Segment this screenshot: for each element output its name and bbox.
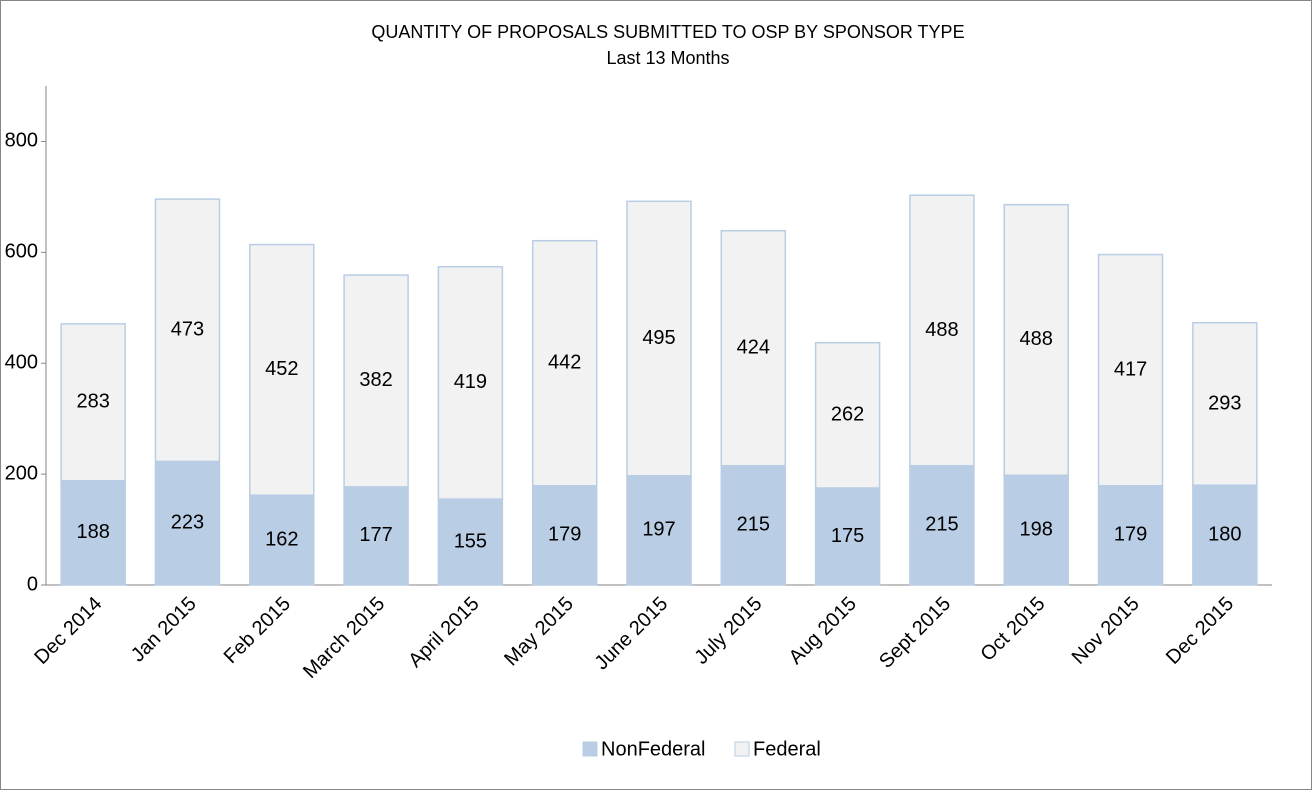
bar-segment bbox=[814, 341, 881, 489]
bar-segment bbox=[249, 494, 315, 586]
bar-segment bbox=[1192, 484, 1258, 586]
y-tick-label: 600 bbox=[5, 241, 38, 263]
bar-segment bbox=[1003, 474, 1069, 586]
bar-segment bbox=[343, 274, 409, 488]
bar-segment bbox=[720, 465, 787, 586]
bar-segment bbox=[814, 487, 881, 586]
legend-label: Federal bbox=[753, 738, 821, 760]
data-label: 175 bbox=[831, 525, 864, 547]
bar-segment bbox=[60, 323, 126, 482]
chart-title: QUANTITY OF PROPOSALS SUBMITTED TO OSP B… bbox=[371, 22, 964, 42]
bar-segment bbox=[249, 243, 315, 496]
data-label: 179 bbox=[548, 524, 581, 546]
legend-swatch bbox=[582, 741, 598, 757]
data-label: 215 bbox=[925, 514, 958, 536]
data-label: 188 bbox=[76, 521, 109, 543]
data-label: 419 bbox=[454, 371, 487, 393]
bar-segment bbox=[154, 460, 221, 586]
bar-segment bbox=[720, 229, 787, 467]
bar-segment bbox=[626, 200, 692, 477]
bar-segment bbox=[531, 239, 598, 487]
bar-segment bbox=[1192, 321, 1258, 486]
data-label: 473 bbox=[171, 319, 204, 341]
data-label: 488 bbox=[925, 319, 958, 341]
bar-segment bbox=[154, 198, 221, 463]
bar-segment bbox=[909, 194, 975, 467]
data-label: 177 bbox=[359, 524, 392, 546]
data-label: 262 bbox=[831, 404, 864, 426]
y-tick-label: 400 bbox=[5, 352, 38, 374]
bar-segment bbox=[909, 465, 975, 586]
chart-subtitle: Last 13 Months bbox=[606, 48, 729, 68]
data-label: 198 bbox=[1020, 518, 1053, 540]
bar-segment bbox=[1003, 203, 1069, 476]
bar-segment bbox=[437, 265, 504, 500]
bar-segment bbox=[437, 498, 504, 586]
data-label: 155 bbox=[454, 530, 487, 552]
legend-swatch bbox=[734, 741, 750, 757]
data-label: 442 bbox=[548, 352, 581, 374]
bar-segment bbox=[1097, 253, 1164, 487]
y-tick-label: 200 bbox=[5, 462, 38, 484]
data-label: 215 bbox=[737, 514, 770, 536]
bar-segment bbox=[531, 485, 598, 586]
y-tick-label: 0 bbox=[27, 573, 38, 595]
bar-segment bbox=[60, 480, 126, 586]
data-label: 283 bbox=[76, 391, 109, 413]
data-label: 424 bbox=[737, 337, 770, 359]
data-label: 162 bbox=[265, 528, 298, 550]
data-label: 452 bbox=[265, 358, 298, 380]
data-label: 179 bbox=[1114, 524, 1147, 546]
legend-label: NonFederal bbox=[601, 738, 706, 760]
bar-segment bbox=[343, 486, 409, 586]
data-label: 180 bbox=[1208, 523, 1241, 545]
data-label: 488 bbox=[1020, 328, 1053, 350]
data-label: 495 bbox=[642, 327, 675, 349]
data-label: 417 bbox=[1114, 358, 1147, 380]
data-label: 223 bbox=[171, 511, 204, 533]
y-tick-label: 800 bbox=[5, 130, 38, 152]
data-label: 197 bbox=[642, 519, 675, 541]
data-label: 293 bbox=[1208, 392, 1241, 414]
data-label: 382 bbox=[359, 369, 392, 391]
bar-segment bbox=[626, 475, 692, 586]
